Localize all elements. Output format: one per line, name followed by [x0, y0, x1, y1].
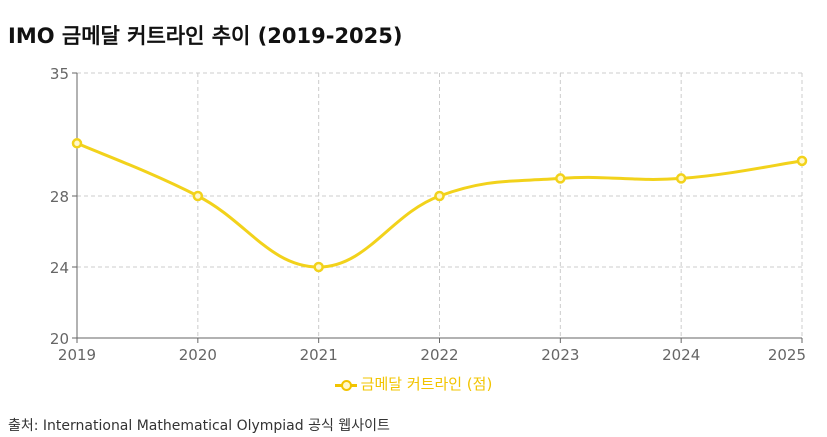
data-point: [796, 155, 808, 167]
legend-line-marker-icon: [334, 378, 357, 392]
series-layer: [71, 138, 808, 273]
y-tick-label: 24: [50, 259, 69, 277]
data-point: [313, 261, 324, 273]
x-tick-label: 2019: [58, 346, 96, 364]
chart-title: IMO 금메달 커트라인 추이 (2019-2025): [8, 24, 403, 48]
x-tick-label: 2024: [662, 346, 700, 364]
legend[interactable]: 금메달 커트라인 (점): [0, 373, 827, 394]
data-point: [71, 138, 83, 149]
axes: [72, 72, 803, 343]
x-tick-label: 2022: [420, 346, 458, 364]
x-tick-label: 2023: [541, 346, 579, 364]
data-point: [434, 190, 445, 202]
grid: [77, 72, 803, 338]
x-tick-label: 2025: [768, 346, 806, 364]
data-point: [555, 173, 566, 184]
source-note: 출처: International Mathematical Olympiad …: [8, 418, 390, 434]
y-tick-label: 35: [50, 65, 69, 83]
x-tick-label: 2020: [179, 346, 217, 364]
legend-label: 금메달 커트라인 (점): [360, 375, 493, 393]
data-point: [675, 173, 687, 184]
data-point: [192, 190, 204, 202]
y-tick-label: 20: [50, 330, 69, 348]
x-tick-label: 2021: [300, 346, 338, 364]
y-tick-label: 28: [50, 188, 69, 206]
